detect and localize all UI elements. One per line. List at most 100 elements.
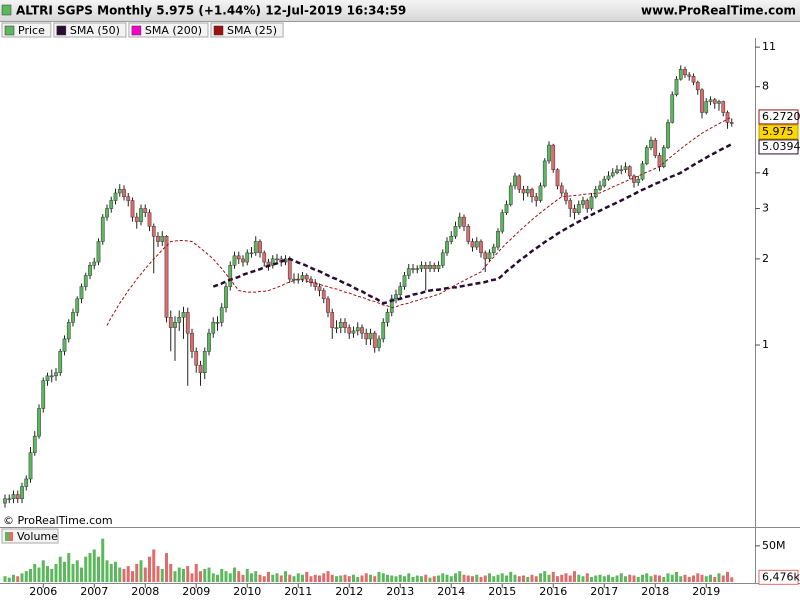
volume-bar xyxy=(496,574,500,582)
last-value-label: 5.975 xyxy=(762,125,794,138)
legend-swatch xyxy=(131,25,142,36)
volume-bar xyxy=(641,574,644,582)
volume-bar xyxy=(415,575,419,582)
volume-bar xyxy=(670,574,674,582)
candle-body xyxy=(394,294,398,300)
watermark: © ProRealTime.com xyxy=(3,514,113,527)
candle-body xyxy=(479,241,483,254)
candle-body xyxy=(28,452,33,480)
volume-bar xyxy=(322,573,326,582)
volume-bar xyxy=(284,571,287,582)
volume-bar xyxy=(462,574,466,582)
candle-body xyxy=(343,322,347,328)
volume-bar xyxy=(704,576,708,582)
volume-bar xyxy=(16,576,20,582)
volume-bar xyxy=(24,571,28,582)
candle-body xyxy=(66,322,71,340)
candle-body xyxy=(160,235,165,242)
volume-bar xyxy=(666,573,670,582)
candle-body xyxy=(381,322,386,340)
volume-bar xyxy=(449,576,453,582)
candle-body xyxy=(585,200,590,209)
volume-bar xyxy=(585,573,589,582)
candle-body xyxy=(313,282,318,287)
volume-bar xyxy=(309,576,313,582)
volume-bar xyxy=(156,566,160,582)
candle-body xyxy=(177,317,182,323)
candle-body xyxy=(377,338,381,348)
candle-body xyxy=(168,317,173,328)
candle-body xyxy=(712,99,717,104)
volume-bar xyxy=(424,574,428,582)
volume-bar xyxy=(109,563,113,582)
volume-bar xyxy=(730,577,734,582)
candle-body xyxy=(249,252,254,255)
volume-bar xyxy=(534,576,538,582)
candle-body xyxy=(304,275,309,280)
volume-bar xyxy=(513,574,517,582)
candle-body xyxy=(364,332,369,340)
candle-body xyxy=(232,255,237,266)
volume-bar xyxy=(33,563,37,582)
legend-label: SMA (200) xyxy=(145,24,202,37)
candle-body xyxy=(139,208,143,222)
volume-last-box xyxy=(758,569,799,585)
volume-bar xyxy=(445,574,449,582)
candle-body xyxy=(32,435,37,453)
candle-body xyxy=(194,351,199,366)
candle-body xyxy=(636,178,641,183)
volume-bar xyxy=(237,571,241,582)
volume-bar xyxy=(717,573,721,582)
legend-swatch xyxy=(56,25,67,36)
candle-body xyxy=(228,265,233,287)
candle-body xyxy=(678,69,683,80)
candle-body xyxy=(130,200,135,218)
candle-body xyxy=(449,235,454,242)
candle-body xyxy=(11,494,16,499)
candle-body xyxy=(258,241,262,254)
x-tick-label: 2019 xyxy=(692,585,720,598)
candle-body xyxy=(245,252,250,263)
volume-bar xyxy=(41,560,45,582)
candle-body xyxy=(117,189,122,194)
candle-body xyxy=(109,200,114,209)
candle-body xyxy=(538,185,543,201)
candle-body xyxy=(45,375,50,381)
volume-bar xyxy=(20,573,24,582)
candle-body xyxy=(71,312,75,323)
volume-bar xyxy=(75,560,79,582)
legend-swatch xyxy=(213,25,224,36)
volume-bar xyxy=(267,571,270,582)
candle-body xyxy=(700,89,704,113)
last-value-box xyxy=(758,124,799,140)
volume-bar xyxy=(721,575,725,582)
candle-body xyxy=(717,101,721,104)
volume-bar xyxy=(726,571,729,582)
legend-swatch xyxy=(4,25,15,36)
volume-bar xyxy=(186,566,190,582)
candle-body xyxy=(491,246,496,254)
volume-bar xyxy=(645,573,649,582)
candle-body xyxy=(270,258,275,266)
volume-bar xyxy=(254,571,258,582)
candle-body xyxy=(610,172,615,177)
legend-box xyxy=(53,22,127,38)
candle-body xyxy=(334,327,339,329)
candle-body xyxy=(589,196,594,209)
volume-bar xyxy=(556,576,559,582)
candle-body xyxy=(88,265,92,276)
candle-body xyxy=(219,307,224,323)
volume-bar xyxy=(594,575,598,582)
last-value-label: 6.2720 xyxy=(762,110,800,123)
candle-body xyxy=(41,380,46,409)
volume-bar xyxy=(522,575,525,582)
volume-bar xyxy=(258,574,262,582)
volume-swatch xyxy=(5,532,9,541)
volume-bar xyxy=(80,567,83,582)
candle-body xyxy=(661,147,666,167)
volume-bar xyxy=(126,566,130,582)
candle-body xyxy=(398,286,403,295)
candle-body xyxy=(385,312,390,323)
volume-bar xyxy=(135,563,139,582)
volume-bar xyxy=(649,576,653,582)
